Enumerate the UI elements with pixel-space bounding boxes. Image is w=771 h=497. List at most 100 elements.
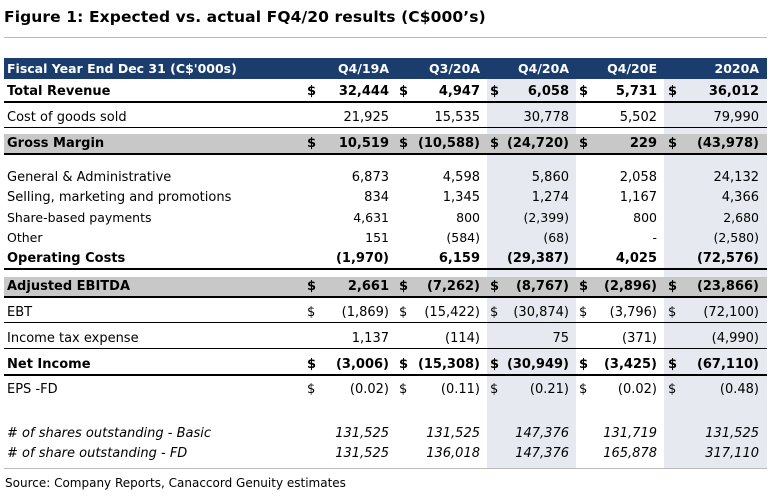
currency-symbol: $ bbox=[579, 84, 589, 99]
currency-symbol: $ bbox=[668, 305, 677, 320]
table-cell: (30,949) bbox=[506, 357, 569, 372]
table-row: Total Revenue $32,444 $4,947 $6,058 $5,731 $3… bbox=[4, 82, 767, 101]
table-cell: (43,978) bbox=[696, 136, 759, 151]
table-cell: (29,387) bbox=[506, 251, 569, 266]
table-cell: (3,006) bbox=[335, 357, 389, 372]
table-cell: (1,869) bbox=[341, 305, 389, 320]
table-cell: 1,274 bbox=[531, 190, 569, 205]
table-cell: 1,167 bbox=[619, 190, 657, 205]
table-cell: 834 bbox=[364, 190, 389, 205]
table-cell: (0.48) bbox=[719, 382, 759, 397]
table-cell: 147,376 bbox=[515, 426, 569, 441]
table-cell: (3,796) bbox=[609, 305, 657, 320]
table-row: Gross Margin $10,519 $ (10,588) $ (24,720) $22… bbox=[4, 134, 767, 153]
currency-symbol: $ bbox=[668, 382, 677, 397]
currency-symbol: $ bbox=[307, 136, 317, 151]
row-label: # of share outstanding - FD bbox=[7, 446, 188, 461]
table-cell: 10,519 bbox=[338, 136, 389, 151]
table-divider bbox=[4, 127, 767, 128]
table-cell: 229 bbox=[629, 136, 657, 151]
table-cell: (2,580) bbox=[713, 230, 759, 245]
column-header: Q3/20A bbox=[429, 61, 480, 76]
currency-symbol: $ bbox=[490, 136, 500, 151]
row-label: Share-based payments bbox=[7, 210, 152, 225]
table-row: EPS -FD $ (0.02) $ (0.11) $ (0.21) $ (0.02) $ (0.4… bbox=[4, 380, 767, 399]
table-cell: (7,262) bbox=[426, 279, 480, 294]
header-label: Fiscal Year End Dec 31 (C$'000s) bbox=[7, 61, 237, 76]
table-cell: (67,110) bbox=[696, 357, 759, 372]
column-header: Q4/20A bbox=[518, 61, 569, 76]
table-cell: (68) bbox=[543, 230, 569, 245]
row-label: Selling, marketing and promotions bbox=[7, 190, 232, 205]
column-header: 2020A bbox=[714, 61, 759, 76]
currency-symbol: $ bbox=[579, 357, 589, 372]
table-cell: (24,720) bbox=[506, 136, 569, 151]
row-label: Cost of goods sold bbox=[7, 110, 127, 125]
currency-symbol: $ bbox=[399, 279, 409, 294]
currency-symbol: $ bbox=[668, 357, 678, 372]
row-label: # of shares outstanding - Basic bbox=[7, 426, 212, 441]
currency-symbol: $ bbox=[579, 305, 588, 320]
currency-symbol: $ bbox=[668, 84, 678, 99]
table-divider bbox=[4, 374, 767, 376]
table-cell: 4,598 bbox=[442, 170, 480, 185]
table-row: Selling, marketing and promotions 834 1,34… bbox=[4, 189, 767, 206]
currency-symbol: $ bbox=[307, 279, 317, 294]
table-cell: (0.02) bbox=[349, 382, 389, 397]
table-cell: 32,444 bbox=[338, 84, 389, 99]
table-divider bbox=[4, 322, 767, 323]
table-cell: 6,058 bbox=[527, 84, 569, 99]
table-cell: 2,058 bbox=[619, 170, 657, 185]
table-cell: 75 bbox=[552, 331, 569, 346]
table-cell: 165,878 bbox=[603, 446, 657, 461]
currency-symbol: $ bbox=[399, 357, 409, 372]
currency-symbol: $ bbox=[579, 382, 588, 397]
table-cell: 30,778 bbox=[523, 110, 570, 125]
currency-symbol: $ bbox=[399, 382, 408, 397]
table-cell: 4,631 bbox=[353, 210, 389, 225]
table-cell: (8,767) bbox=[515, 279, 569, 294]
table-cell: 5,502 bbox=[619, 110, 657, 125]
currency-symbol: $ bbox=[490, 305, 499, 320]
table-cell: (0.21) bbox=[529, 382, 569, 397]
table-cell: (2,896) bbox=[603, 279, 657, 294]
table-cell: 2,661 bbox=[347, 279, 389, 294]
table-cell: 131,525 bbox=[705, 426, 759, 441]
currency-symbol: $ bbox=[307, 305, 316, 320]
table-cell: (10,588) bbox=[417, 136, 480, 151]
table-cell: (23,866) bbox=[696, 279, 759, 294]
row-label: Operating Costs bbox=[7, 251, 126, 266]
row-label: Net Income bbox=[7, 357, 91, 372]
table-cell: (2,399) bbox=[523, 210, 569, 225]
table-cell: (0.11) bbox=[440, 382, 480, 397]
table-cell: 131,525 bbox=[426, 426, 480, 441]
table-cell: 800 bbox=[633, 210, 657, 225]
table-cell: 24,132 bbox=[713, 170, 760, 185]
table-row: Cost of goods sold 21,925 15,535 30,778 5,50… bbox=[4, 108, 767, 127]
row-label: Adjusted EBITDA bbox=[7, 279, 131, 294]
currency-symbol: $ bbox=[490, 84, 500, 99]
row-label: EPS -FD bbox=[7, 382, 58, 397]
table-cell: (4,990) bbox=[711, 331, 759, 346]
row-label: Income tax expense bbox=[7, 331, 139, 346]
table-cell: 147,376 bbox=[515, 446, 569, 461]
table-row: EBT $ (1,869) $ (15,422) $ (30,874) $ (3,796) $ (7… bbox=[4, 303, 767, 322]
table-cell: 800 bbox=[456, 210, 480, 225]
table-cell: (15,422) bbox=[424, 305, 480, 320]
currency-symbol: $ bbox=[579, 136, 589, 151]
currency-symbol: $ bbox=[668, 136, 678, 151]
currency-symbol: $ bbox=[307, 84, 317, 99]
table-cell: 36,012 bbox=[708, 84, 759, 99]
table-row: Adjusted EBITDA $2,661 $ (7,262) $ (8,767) $ (2… bbox=[4, 277, 767, 296]
table-cell: - bbox=[652, 230, 657, 245]
currency-symbol: $ bbox=[490, 382, 499, 397]
currency-symbol: $ bbox=[490, 357, 500, 372]
table-divider bbox=[4, 348, 767, 349]
table-cell: (72,100) bbox=[703, 305, 759, 320]
table-cell: (371) bbox=[622, 331, 657, 346]
table-cell: 131,719 bbox=[603, 426, 657, 441]
table-cell: 79,990 bbox=[713, 110, 760, 125]
table-cell: (72,576) bbox=[696, 251, 759, 266]
currency-symbol: $ bbox=[490, 279, 500, 294]
table-top-border bbox=[4, 37, 767, 38]
